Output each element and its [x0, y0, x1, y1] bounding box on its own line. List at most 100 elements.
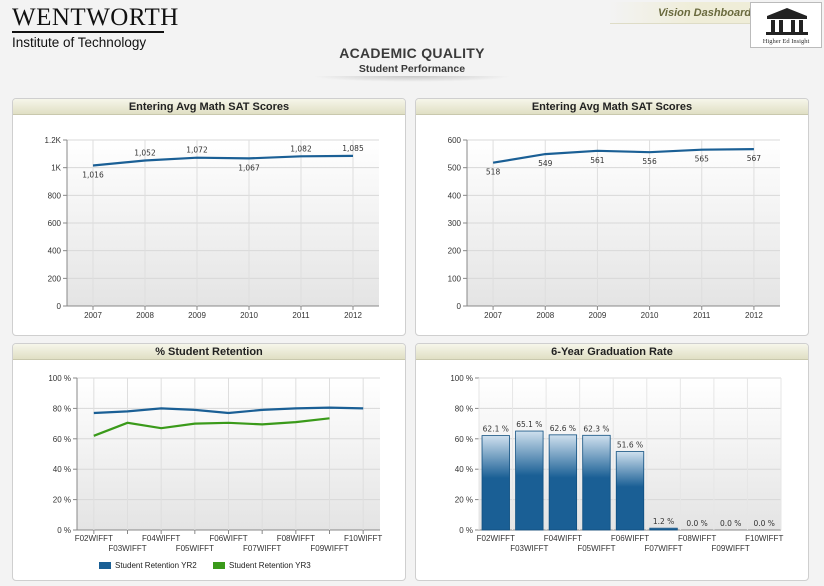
y-tick-label: 400	[48, 247, 62, 256]
y-tick-label: 100 %	[48, 374, 71, 383]
series-line	[93, 417, 330, 437]
bar	[649, 527, 678, 531]
x-tick-label: F07WIFFT	[644, 544, 682, 553]
data-label: 0.0 %	[753, 519, 774, 528]
y-tick-label: 100	[448, 274, 462, 283]
vision-dashboard-label: Vision Dashboard	[658, 7, 752, 19]
data-label: 518	[486, 168, 501, 177]
x-tick-label: 2010	[240, 311, 258, 320]
series-line	[93, 406, 364, 415]
legend-label: Student Retention YR2	[115, 561, 197, 570]
y-tick-label: 1K	[51, 164, 61, 173]
x-tick-label: F02WIFFT	[477, 534, 515, 543]
y-tick-label: 80 %	[53, 404, 71, 413]
page-subtitle: Student Performance	[358, 63, 466, 75]
x-tick-label: F06WIFFT	[611, 534, 649, 543]
building-icon	[766, 8, 808, 35]
x-tick-label: F08WIFFT	[277, 534, 315, 543]
panel-title: Entering Avg Math SAT Scores	[13, 99, 405, 115]
x-tick-label: 2008	[136, 311, 154, 320]
retention-line-chart: 0 % 20 % 40 % 60 % 80 % 100 % F02WIFFTF03WIFFT…	[48, 374, 382, 570]
x-tick-label: F06WIFFT	[209, 534, 247, 543]
x-tick-label: F08WIFFT	[678, 534, 716, 543]
y-tick-label: 60 %	[53, 435, 71, 444]
data-label: 1,085	[342, 144, 364, 153]
x-tick-label: F03WIFFT	[510, 544, 548, 553]
y-tick-label: 0	[57, 302, 62, 311]
x-tick-label: F04WIFFT	[142, 534, 180, 543]
data-label: 561	[590, 156, 605, 165]
data-label: 556	[642, 157, 657, 166]
x-tick-label: F05WIFFT	[577, 544, 615, 553]
y-tick-label: 20 %	[53, 496, 71, 505]
x-tick-label: 2007	[484, 311, 502, 320]
x-tick-label: 2009	[589, 311, 607, 320]
legend-swatch	[99, 562, 111, 569]
data-label: 1,067	[238, 163, 260, 172]
y-tick-label: 400	[448, 191, 462, 200]
series-line	[92, 154, 354, 167]
logo-rule	[12, 31, 164, 33]
data-label: 549	[538, 159, 553, 168]
x-tick-label: F03WIFFT	[108, 544, 146, 553]
y-tick-label: 500	[448, 164, 462, 173]
sat-line-chart-2: 0 100 200 300 400 500 600 2007 2008 2009 2010 2011 2…	[448, 136, 780, 320]
bar	[582, 434, 611, 531]
y-tick-label: 1.2K	[45, 136, 62, 145]
y-tick-label: 800	[48, 191, 62, 200]
panel-student-retention: % Student Retention 0 % 20 % 40 % 60 % 80 % 1…	[12, 343, 406, 581]
panel-graduation-rate: 6-Year Graduation Rate 0 % 20 % 40 % 60 % 80…	[415, 343, 809, 581]
panel-title: 6-Year Graduation Rate	[416, 344, 808, 360]
data-label: 1,052	[134, 148, 156, 157]
y-tick-label: 20 %	[455, 496, 473, 505]
x-tick-label: F04WIFFT	[544, 534, 582, 543]
bar	[515, 430, 544, 531]
data-label: 62.3 %	[583, 424, 609, 433]
brand-box-text: Higher Ed Insight	[762, 38, 810, 45]
page-title: ACADEMIC QUALITY	[339, 45, 485, 61]
data-label: 565	[695, 155, 710, 164]
panel-math-sat-1: Entering Avg Math SAT Scores 0 200 400 600 8…	[12, 98, 406, 336]
y-tick-label: 40 %	[455, 465, 473, 474]
data-label: 0.0 %	[686, 519, 707, 528]
brand-bar	[610, 2, 750, 24]
legend-swatch	[213, 562, 225, 569]
y-tick-label: 0	[457, 302, 462, 311]
x-tick-label: 2011	[693, 311, 711, 320]
x-tick-label: F02WIFFT	[75, 534, 113, 543]
logo-subtitle: Institute of Technology	[12, 35, 147, 50]
logo-main: WENTWORTH	[12, 4, 179, 31]
sat-line-chart-1: 0 200 400 600 800 1K 1.2K 2007 2008 2009 2010 2011 2…	[45, 136, 379, 320]
data-label: 1,072	[186, 146, 208, 155]
x-tick-label: 2010	[641, 311, 659, 320]
data-label: 0.0 %	[720, 519, 741, 528]
graduation-bar-chart: 0 % 20 % 40 % 60 % 80 % 100 % 62.1 % F02WIFFT 65…	[450, 374, 783, 553]
x-tick-label: 2012	[745, 311, 763, 320]
y-tick-label: 600	[448, 136, 462, 145]
title-shadow	[312, 76, 512, 82]
data-label: 567	[747, 154, 762, 163]
y-tick-label: 100 %	[450, 374, 473, 383]
y-tick-label: 0 %	[459, 526, 473, 535]
data-label: 62.1 %	[483, 425, 509, 434]
x-tick-label: 2009	[188, 311, 206, 320]
x-tick-label: 2008	[536, 311, 554, 320]
higher-ed-insight-logo: Higher Ed Insight	[750, 2, 822, 48]
x-tick-label: F09WIFFT	[310, 544, 348, 553]
y-tick-label: 80 %	[455, 404, 473, 413]
panel-math-sat-2: Entering Avg Math SAT Scores 0 100 200 300 4…	[415, 98, 809, 336]
data-label: 1,082	[290, 144, 312, 153]
data-label: 62.6 %	[550, 424, 576, 433]
data-label: 1.2 %	[653, 517, 674, 526]
x-tick-label: 2012	[344, 311, 362, 320]
x-tick-label: F07WIFFT	[243, 544, 281, 553]
data-label: 1,016	[82, 170, 104, 179]
data-label: 51.6 %	[617, 441, 643, 450]
x-tick-label: 2007	[84, 311, 102, 320]
x-tick-label: 2011	[292, 311, 310, 320]
panel-title: Entering Avg Math SAT Scores	[416, 99, 808, 115]
y-tick-label: 200	[448, 247, 462, 256]
series-line	[492, 148, 754, 164]
header: WENTWORTH Institute of Technology Vision…	[0, 0, 824, 92]
y-tick-label: 0 %	[57, 526, 71, 535]
